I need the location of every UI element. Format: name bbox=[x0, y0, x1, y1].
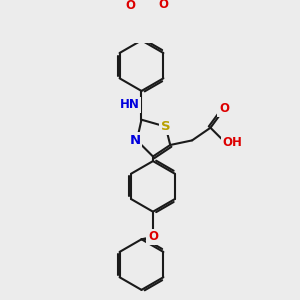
Text: HN: HN bbox=[120, 98, 140, 111]
Text: N: N bbox=[130, 134, 141, 147]
Text: O: O bbox=[219, 102, 229, 115]
Text: OH: OH bbox=[222, 136, 242, 149]
Text: O: O bbox=[159, 0, 169, 11]
Text: O: O bbox=[148, 230, 158, 244]
Text: S: S bbox=[161, 120, 170, 133]
Text: O: O bbox=[125, 0, 135, 12]
